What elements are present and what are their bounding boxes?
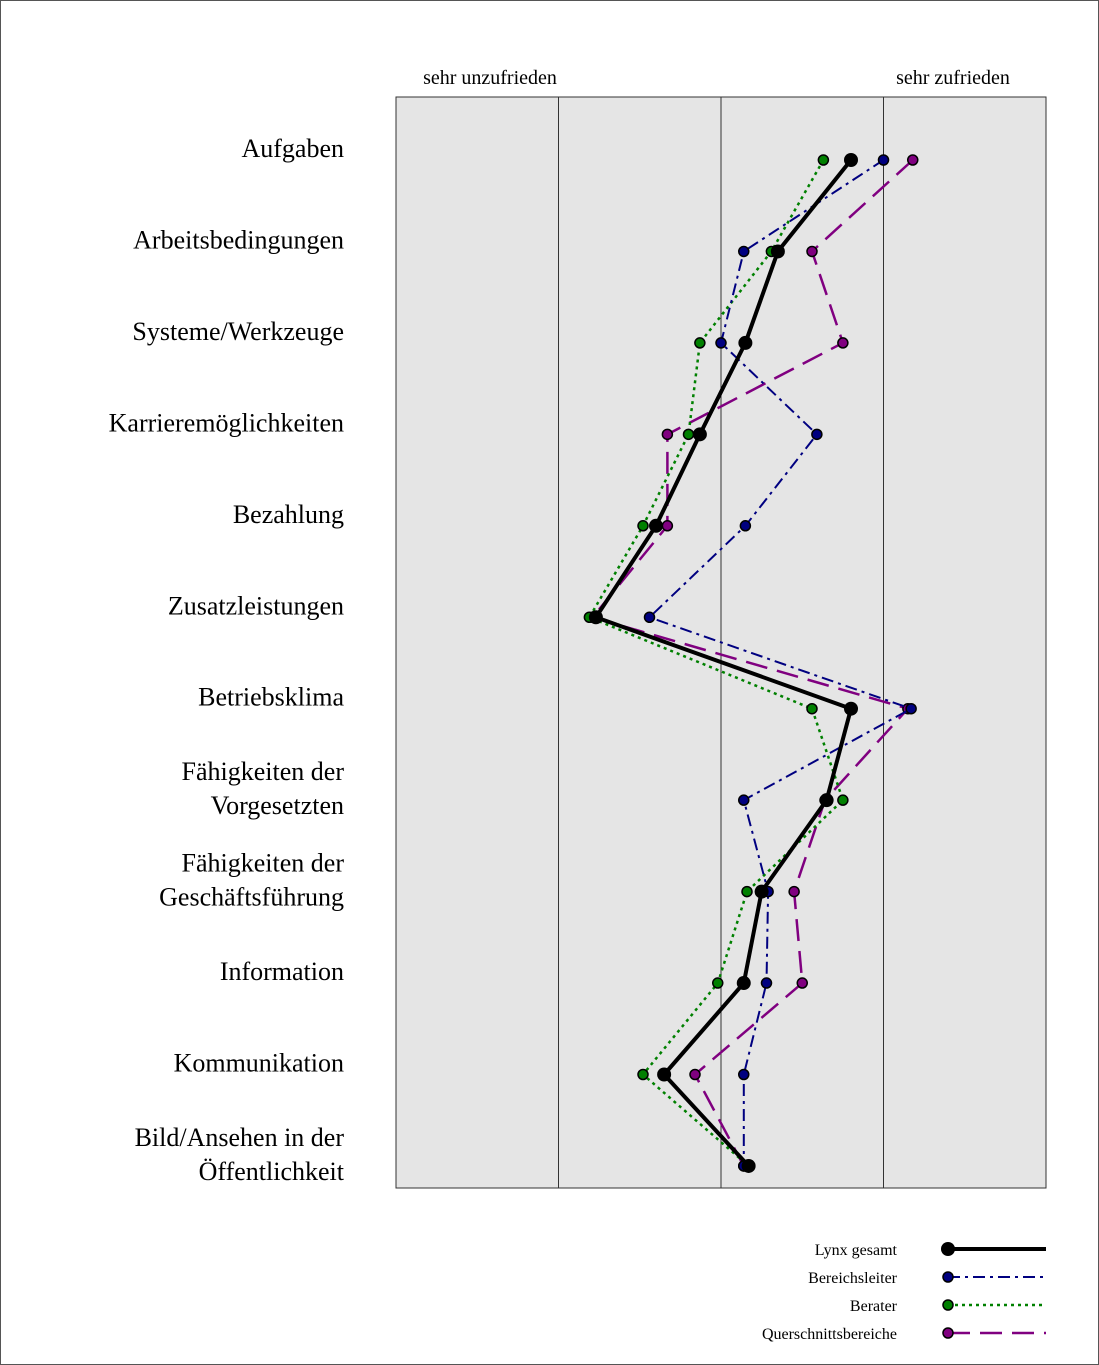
series-line <box>588 159 845 1167</box>
data-point <box>844 701 858 716</box>
category-label-line: Systeme/Werkzeuge <box>132 317 344 346</box>
category-label-line: Vorgesetzten <box>211 791 344 820</box>
x-label-left: sehr unzufrieden <box>423 67 557 89</box>
category-label: Karrieremöglichkeiten <box>109 408 344 437</box>
data-point <box>661 428 674 441</box>
legend-label: Bereichsleiter <box>808 1270 898 1287</box>
category-label-line: Karrieremöglichkeiten <box>109 408 344 437</box>
category-label: Fähigkeiten der Vorgesetzten <box>182 757 345 820</box>
category-label-line: Kommunikation <box>174 1049 344 1078</box>
category-label-line: Zusatzleistungen <box>168 591 344 620</box>
data-point <box>817 154 830 166</box>
category-label: Kommunikation <box>174 1049 344 1078</box>
category-label: Fähigkeiten der Geschäftsführung <box>159 849 344 912</box>
data-point <box>712 977 724 989</box>
category-label: Systeme/Werkzeuge <box>132 317 344 346</box>
data-point <box>837 337 849 349</box>
legend-label: Berater <box>850 1298 898 1315</box>
category-label-line: Aufgaben <box>241 134 344 163</box>
data-point <box>907 154 919 166</box>
data-point <box>741 885 753 898</box>
data-point <box>588 610 603 625</box>
data-point <box>637 520 649 532</box>
category-label-line: Information <box>220 957 344 986</box>
category-label-line: Fähigkeiten der <box>182 757 345 786</box>
data-point <box>788 885 800 898</box>
series-line <box>593 158 853 1168</box>
category-label: Aufgaben <box>241 134 344 163</box>
data-point <box>738 1068 750 1081</box>
x-label-right: sehr zufrieden <box>896 67 1010 89</box>
data-point <box>657 1067 672 1082</box>
data-point <box>739 520 752 532</box>
category-label: Bezahlung <box>233 500 344 529</box>
data-point <box>844 153 858 167</box>
category-labels: Aufgaben Arbeitsbedingungen Systeme/Werkze… <box>109 134 345 1186</box>
legend: Lynx gesamt Bereichsleiter Berater Querschn… <box>762 1242 1046 1343</box>
legend-marker <box>942 1271 954 1283</box>
series-line <box>591 159 914 1167</box>
series-bereichsleiter <box>643 154 917 1172</box>
category-label: Bild/Ansehen in der Öffentlichkeit <box>135 1123 345 1186</box>
legend-label: Lynx gesamt <box>815 1242 898 1259</box>
data-point <box>754 884 769 899</box>
data-point <box>715 337 727 349</box>
category-label: Zusatzleistungen <box>168 591 344 620</box>
data-point <box>806 245 818 258</box>
data-point <box>819 793 834 808</box>
series-lynx-gesamt <box>588 153 858 1173</box>
category-label-line: Fähigkeiten der <box>182 849 345 878</box>
data-point <box>877 154 890 166</box>
legend-marker <box>942 1299 954 1311</box>
series-line <box>648 159 913 1166</box>
data-point <box>738 794 750 806</box>
data-point <box>738 245 750 258</box>
data-point <box>837 794 849 806</box>
data-point <box>796 977 808 989</box>
category-label: Information <box>220 957 344 986</box>
data-point <box>637 1068 649 1081</box>
category-label-line: Öffentlichkeit <box>199 1157 345 1186</box>
data-point <box>806 702 818 715</box>
data-point <box>905 702 917 715</box>
data-point <box>649 518 663 533</box>
data-point <box>736 976 751 991</box>
data-point <box>738 335 753 350</box>
series-layer <box>583 153 919 1173</box>
data-point <box>770 244 785 259</box>
category-label-line: Geschäftsführung <box>159 883 344 912</box>
category-label-line: Betriebsklima <box>198 683 344 712</box>
data-point <box>643 611 656 623</box>
category-label: Arbeitsbedingungen <box>133 225 344 254</box>
category-label-line: Bezahlung <box>233 500 344 529</box>
legend-marker <box>941 1242 955 1256</box>
legend-label: Querschnittsbereiche <box>762 1326 897 1343</box>
legend-marker <box>942 1327 954 1339</box>
plot-area <box>395 96 1047 1189</box>
data-point <box>760 977 773 989</box>
data-point <box>694 337 706 349</box>
data-point <box>661 520 674 532</box>
data-point <box>811 428 823 441</box>
data-point <box>692 427 707 442</box>
data-point <box>682 428 695 441</box>
data-point <box>741 1158 756 1173</box>
category-label-line: Arbeitsbedingungen <box>133 225 344 254</box>
data-point <box>689 1068 701 1081</box>
category-label-line: Bild/Ansehen in der <box>135 1123 345 1152</box>
category-label: Betriebsklima <box>198 683 344 712</box>
